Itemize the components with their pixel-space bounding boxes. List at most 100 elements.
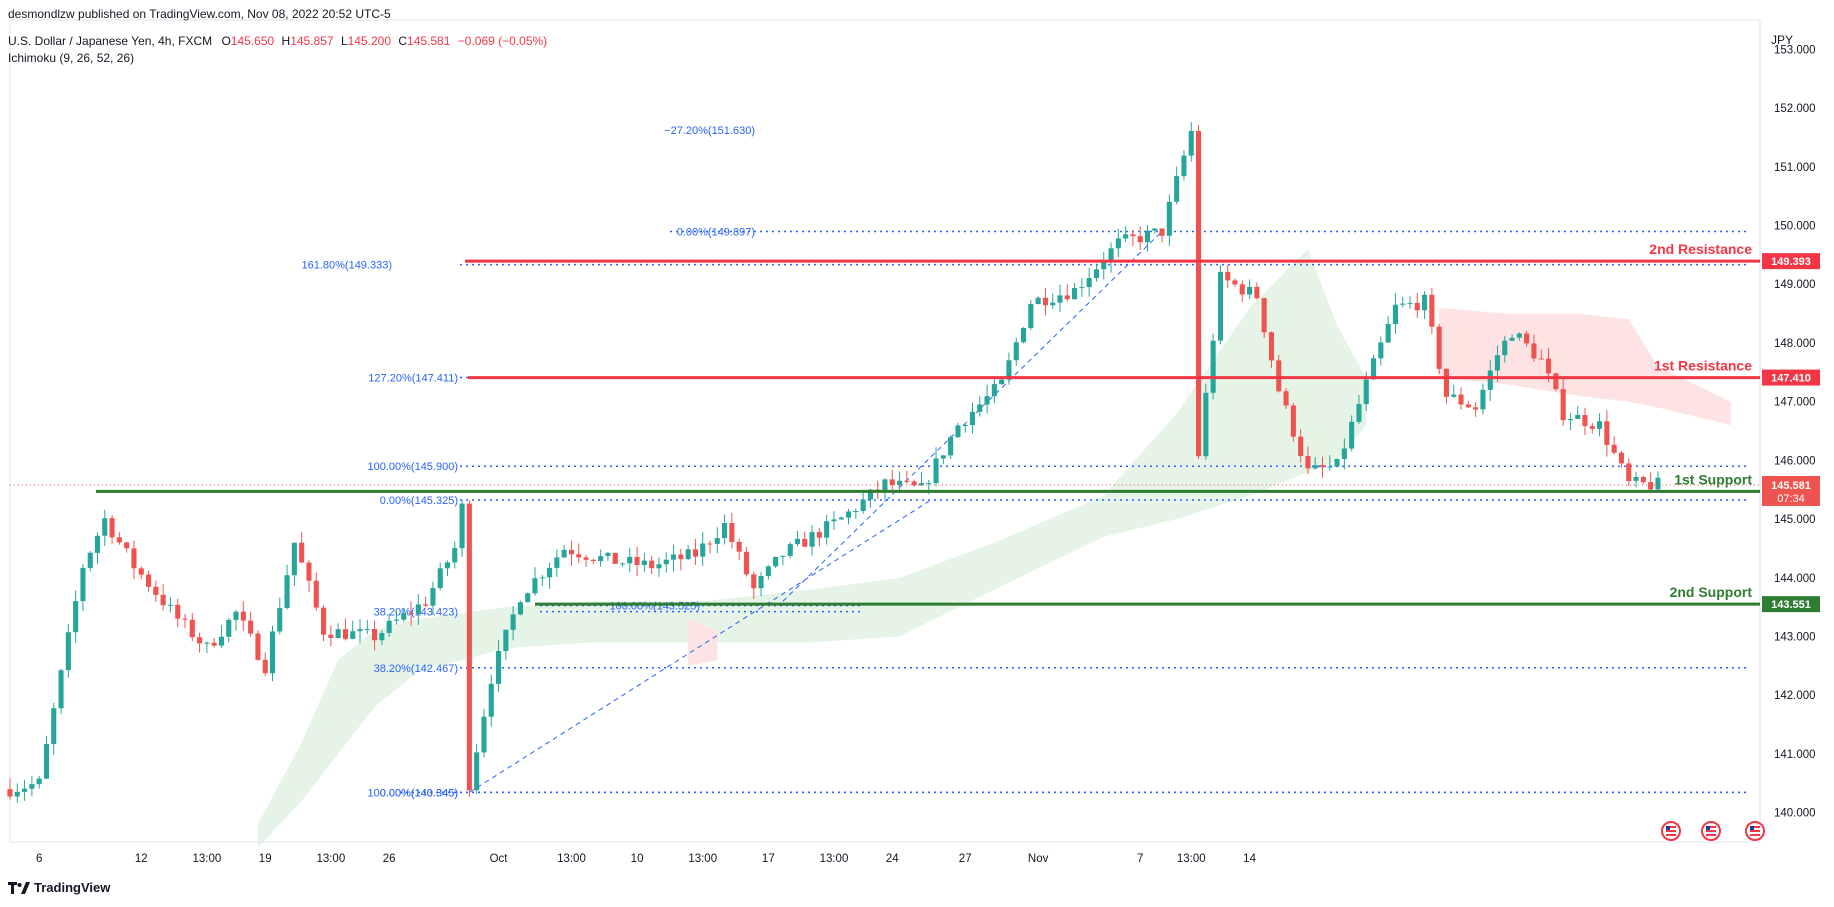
- candle: [969, 411, 975, 425]
- candle: [102, 518, 108, 536]
- candle: [73, 601, 79, 633]
- x-tick-label: 13:00: [820, 853, 849, 865]
- x-tick-label: 6: [36, 853, 42, 865]
- tradingview-footer[interactable]: TradingView: [8, 880, 110, 895]
- candle: [153, 586, 159, 595]
- candle: [904, 480, 910, 482]
- candle: [1458, 394, 1464, 405]
- candle: [787, 544, 793, 556]
- indicator-legend[interactable]: Ichimoku (9, 26, 52, 26): [8, 51, 135, 65]
- candle: [1553, 373, 1559, 390]
- fib-trend-line: [469, 501, 930, 793]
- candle: [1378, 342, 1384, 359]
- candle: [897, 480, 903, 485]
- candle: [1473, 407, 1479, 410]
- high-value: 145.857: [290, 34, 334, 48]
- candle: [809, 532, 815, 547]
- candle: [204, 642, 210, 644]
- candle: [889, 479, 895, 485]
- candle: [444, 562, 450, 569]
- candle: [1516, 333, 1522, 338]
- candle: [590, 559, 596, 561]
- candle: [1101, 262, 1107, 270]
- candle: [452, 548, 458, 563]
- candle: [423, 604, 429, 606]
- candle: [1203, 392, 1209, 457]
- candle: [29, 784, 35, 789]
- candle: [1538, 358, 1544, 360]
- cloud-bullish: [257, 249, 1367, 848]
- close-label: C: [398, 34, 408, 48]
- candle: [1494, 355, 1500, 371]
- candle: [291, 542, 297, 576]
- candle: [1604, 421, 1610, 445]
- candle: [1225, 271, 1231, 281]
- price-axis: 153.000 152.000 151.000 150.000 149.000 148.0…: [1774, 44, 1816, 819]
- candle: [1349, 421, 1355, 449]
- candle: [627, 556, 633, 564]
- fib-label: 0.00%(145.325): [380, 495, 458, 507]
- event-icon-stripe: [1750, 830, 1760, 832]
- candle: [532, 578, 538, 594]
- candle: [583, 557, 589, 560]
- candle: [284, 575, 290, 608]
- candle: [364, 629, 370, 630]
- candle: [948, 437, 954, 456]
- candle: [328, 634, 334, 638]
- candle: [1451, 394, 1457, 397]
- candle: [780, 555, 786, 557]
- us-flag-event-icon: [1701, 821, 1721, 841]
- candle: [1093, 269, 1099, 279]
- candle: [116, 537, 122, 543]
- candle: [773, 556, 779, 567]
- us-flag-event-icon: [1745, 821, 1765, 841]
- candle: [43, 744, 49, 779]
- candle: [860, 499, 866, 511]
- candle: [984, 396, 990, 405]
- candle: [722, 523, 728, 539]
- event-icon-stripe: [1666, 826, 1676, 828]
- candle: [1502, 340, 1508, 356]
- symbol-line: U.S. Dollar / Japanese Yen, 4h, FXCM O14…: [8, 34, 547, 48]
- level-price-label: 149.393: [1771, 256, 1811, 268]
- level-price-tag: [1762, 369, 1820, 386]
- level-price-label: 147.410: [1771, 373, 1811, 385]
- candle: [1130, 234, 1136, 237]
- candle: [1319, 465, 1325, 468]
- candle: [211, 642, 217, 646]
- candle: [1108, 248, 1114, 263]
- candle: [189, 619, 195, 638]
- candle: [1312, 465, 1318, 469]
- candle: [1166, 201, 1172, 236]
- fib-label: 161.80%(149.333): [301, 260, 392, 272]
- candle: [1509, 337, 1515, 341]
- candle: [182, 618, 188, 620]
- candle: [466, 503, 472, 791]
- fib-label: 100.00%(145.900): [367, 461, 458, 473]
- candle: [1042, 297, 1048, 306]
- open-value: 145.650: [230, 34, 275, 48]
- candle: [1407, 302, 1413, 304]
- candle: [1480, 389, 1486, 410]
- candle: [1465, 404, 1471, 408]
- candle: [87, 552, 93, 568]
- event-icon-canton: [1666, 826, 1670, 830]
- candle: [262, 659, 268, 674]
- event-icons: [1661, 821, 1765, 841]
- candle: [80, 567, 86, 602]
- y-tick-label: 146.000: [1774, 455, 1816, 467]
- x-tick-label: 17: [762, 853, 775, 865]
- candle: [517, 602, 523, 615]
- candle: [306, 562, 312, 581]
- candle: [1305, 456, 1311, 469]
- current-price-label: 145.581: [1771, 480, 1811, 492]
- candle: [926, 483, 932, 484]
- candle: [816, 532, 822, 538]
- candle: [568, 549, 574, 555]
- candle: [240, 611, 246, 621]
- y-tick-label: 151.000: [1774, 162, 1816, 174]
- candle: [882, 479, 888, 492]
- candle: [1414, 302, 1420, 311]
- candle: [14, 791, 20, 797]
